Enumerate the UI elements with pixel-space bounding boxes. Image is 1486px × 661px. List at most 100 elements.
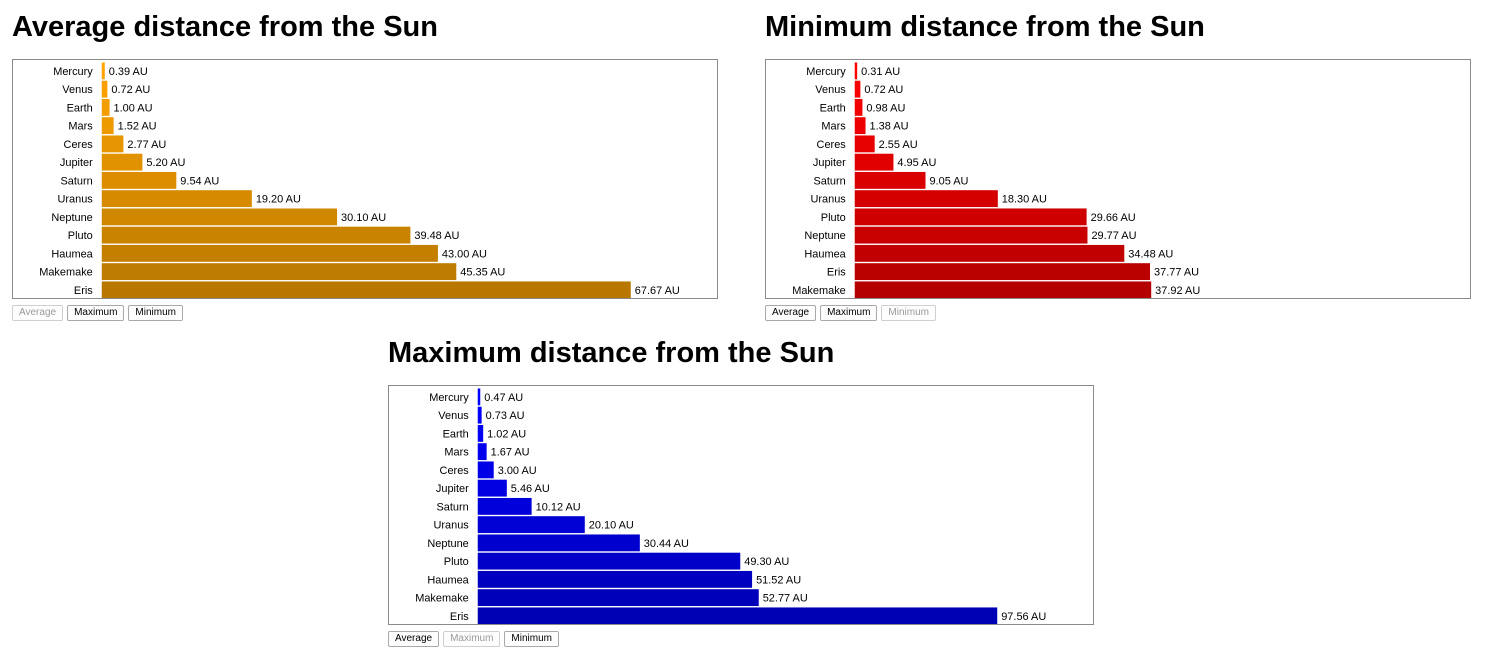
bar xyxy=(101,226,411,244)
value-label: 19.20 AU xyxy=(256,194,301,206)
button-group: Average Maximum Minimum xyxy=(388,631,559,647)
category-label: Haumea xyxy=(427,574,469,586)
chart-area: Mercury 0.47 AU Venus 0.73 AU Earth 1.02 AU Ma… xyxy=(388,385,1094,625)
category-label: Mars xyxy=(444,447,469,459)
category-label: Mars xyxy=(821,121,846,133)
minimum-button[interactable]: Minimum xyxy=(128,305,183,321)
maximum-panel: Maximum distance from the Sun Mercury 0.4… xyxy=(388,336,1094,656)
category-label: Pluto xyxy=(444,556,469,568)
category-label: Pluto xyxy=(821,212,846,224)
bar xyxy=(101,62,105,80)
bar xyxy=(477,443,487,461)
category-label: Venus xyxy=(815,84,846,96)
category-label: Saturn xyxy=(60,175,92,187)
category-label: Haumea xyxy=(804,248,846,260)
value-label: 2.55 AU xyxy=(879,139,918,151)
bar xyxy=(101,244,438,262)
category-label: Haumea xyxy=(51,248,93,260)
average-button[interactable]: Average xyxy=(388,631,440,647)
bar xyxy=(854,80,861,98)
average-panel: Average distance from the Sun Mercury 0.3… xyxy=(12,10,718,330)
button-group: Average Maximum Minimum xyxy=(12,305,183,321)
bar xyxy=(101,208,338,226)
bar xyxy=(101,117,114,135)
category-label: Eris xyxy=(827,267,846,279)
category-label: Ceres xyxy=(440,465,470,477)
category-label: Makemake xyxy=(39,267,93,279)
category-label: Earth xyxy=(67,102,93,114)
value-label: 1.02 AU xyxy=(487,428,526,440)
value-label: 0.72 AU xyxy=(864,84,903,96)
category-label: Venus xyxy=(438,410,469,422)
maximum-button[interactable]: Maximum xyxy=(443,631,501,647)
value-label: 29.77 AU xyxy=(1091,230,1136,242)
bar xyxy=(854,135,875,153)
value-label: 20.10 AU xyxy=(589,520,634,532)
bar xyxy=(477,461,494,479)
bar xyxy=(477,534,640,552)
bar xyxy=(101,281,631,298)
average-button[interactable]: Average xyxy=(765,305,817,321)
minimum-button[interactable]: Minimum xyxy=(504,631,559,647)
chart-title: Average distance from the Sun xyxy=(12,11,438,43)
bar xyxy=(854,281,1152,298)
category-label: Makemake xyxy=(415,593,469,605)
value-label: 4.95 AU xyxy=(897,157,936,169)
bar xyxy=(477,479,507,497)
value-label: 1.38 AU xyxy=(870,121,909,133)
value-label: 39.48 AU xyxy=(414,230,459,242)
value-label: 45.35 AU xyxy=(460,267,505,279)
bar xyxy=(477,388,481,406)
chart-area: Mercury 0.39 AU Venus 0.72 AU Earth 1.00 AU Ma… xyxy=(12,59,718,299)
maximum-button[interactable]: Maximum xyxy=(820,305,878,321)
average-button[interactable]: Average xyxy=(12,305,64,321)
category-label: Mars xyxy=(68,121,93,133)
value-label: 43.00 AU xyxy=(442,248,487,260)
category-label: Mercury xyxy=(429,392,469,404)
bar xyxy=(101,135,124,153)
minimum-button[interactable]: Minimum xyxy=(881,305,936,321)
category-label: Jupiter xyxy=(436,483,469,495)
maximum-button[interactable]: Maximum xyxy=(67,305,125,321)
category-label: Ceres xyxy=(64,139,94,151)
bar xyxy=(477,424,484,442)
value-label: 9.05 AU xyxy=(929,175,968,187)
bar xyxy=(854,226,1088,244)
category-label: Eris xyxy=(450,611,469,623)
value-label: 9.54 AU xyxy=(180,175,219,187)
bar xyxy=(854,171,926,189)
value-label: 5.20 AU xyxy=(146,157,185,169)
bar xyxy=(477,516,585,534)
chart-svg: Mercury 0.31 AU Venus 0.72 AU Earth 0.98 AU Ma… xyxy=(792,62,1200,298)
chart-svg: Mercury 0.47 AU Venus 0.73 AU Earth 1.02 AU Ma… xyxy=(415,388,1046,624)
category-label: Saturn xyxy=(436,501,468,513)
value-label: 1.52 AU xyxy=(118,121,157,133)
bar xyxy=(477,552,741,570)
bar xyxy=(477,406,482,424)
bar xyxy=(854,244,1125,262)
category-label: Neptune xyxy=(51,212,92,224)
value-label: 1.67 AU xyxy=(491,447,530,459)
bar xyxy=(854,98,863,116)
chart-title: Minimum distance from the Sun xyxy=(765,11,1205,43)
value-label: 3.00 AU xyxy=(498,465,537,477)
category-label: Venus xyxy=(62,84,93,96)
category-label: Uranus xyxy=(57,194,93,206)
category-label: Eris xyxy=(74,285,93,297)
category-label: Pluto xyxy=(68,230,93,242)
bar xyxy=(101,190,252,208)
bar xyxy=(477,570,753,588)
value-label: 30.10 AU xyxy=(341,212,386,224)
value-label: 2.77 AU xyxy=(127,139,166,151)
value-label: 30.44 AU xyxy=(644,538,689,550)
minimum-panel: Minimum distance from the Sun Mercury 0.3… xyxy=(765,10,1471,330)
bar xyxy=(854,62,858,80)
chart-title: Maximum distance from the Sun xyxy=(388,337,835,369)
category-label: Mercury xyxy=(53,66,93,78)
value-label: 97.56 AU xyxy=(1001,611,1046,623)
bar xyxy=(854,153,894,171)
bar xyxy=(854,208,1087,226)
category-label: Earth xyxy=(820,102,846,114)
category-label: Saturn xyxy=(813,175,845,187)
